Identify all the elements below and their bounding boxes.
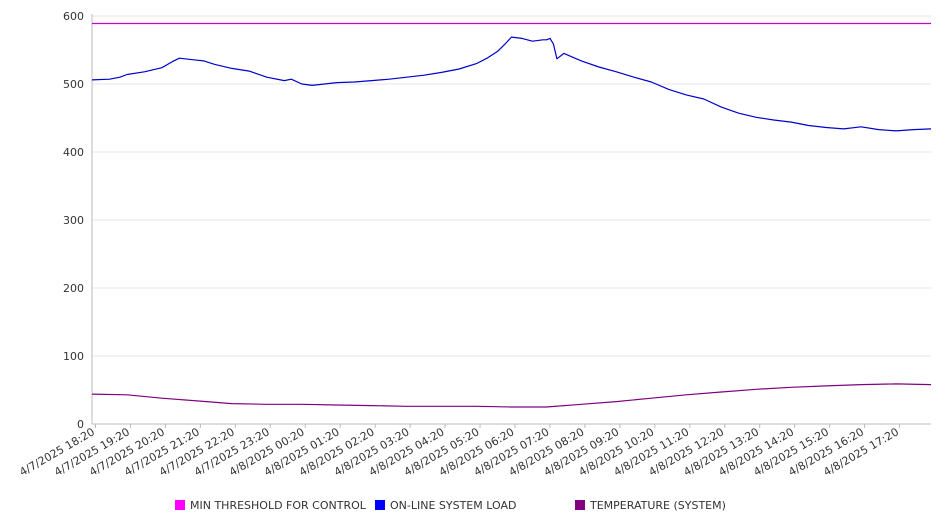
legend-swatch [575, 500, 585, 510]
gridlines [92, 15, 931, 357]
legend-label: ON-LINE SYSTEM LOAD [390, 499, 516, 512]
legend-item-0: MIN THRESHOLD FOR CONTROL [175, 499, 367, 512]
y-axis-tick-labels: 0 100 200 300 400 500 600 [63, 10, 84, 431]
y-tick-label: 400 [63, 146, 84, 159]
legend-swatch [175, 500, 185, 510]
axes [91, 14, 931, 428]
series-lines [91, 22, 932, 408]
series-line-2 [91, 383, 932, 408]
series-line-1 [91, 36, 932, 132]
legend-item-2: TEMPERATURE (SYSTEM) [575, 499, 726, 512]
y-tick-label: 100 [63, 350, 84, 363]
legend: MIN THRESHOLD FOR CONTROL ON-LINE SYSTEM … [175, 499, 726, 512]
y-tick-label: 500 [63, 78, 84, 91]
legend-item-1: ON-LINE SYSTEM LOAD [375, 499, 516, 512]
legend-swatch [375, 500, 385, 510]
y-tick-label: 600 [63, 10, 84, 23]
legend-label: TEMPERATURE (SYSTEM) [589, 499, 726, 512]
x-axis-tick-labels: 4/7/2025 18:204/7/2025 19:204/7/2025 20:… [17, 425, 901, 479]
y-tick-label: 300 [63, 214, 84, 227]
y-tick-label: 200 [63, 282, 84, 295]
legend-label: MIN THRESHOLD FOR CONTROL [190, 499, 367, 512]
y-tick-label: 0 [77, 418, 84, 431]
